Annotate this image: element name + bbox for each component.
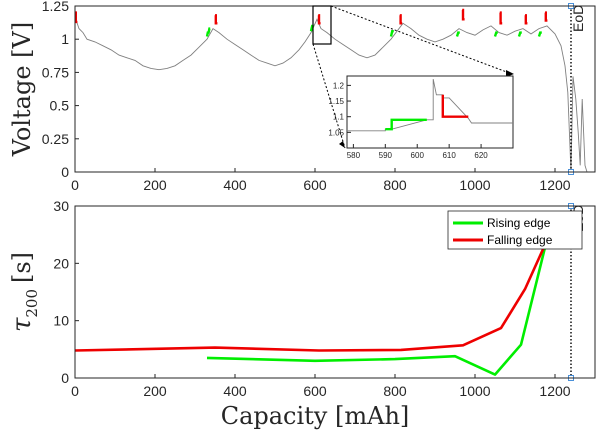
x-tick-label: 600 [303,177,327,193]
inset-y-ticks: 1.05 1.1 1.15 1.2 [328,81,351,137]
x-tick-label: 590 [379,151,393,160]
legend-label-rising: Rising edge [487,216,551,230]
x-tick-label: 400 [223,177,247,193]
zoom-box [312,5,332,45]
eod-label-top: EoD [570,5,586,32]
y-tick-label: 1.2 [333,81,345,90]
falling-edge-segment [544,11,548,22]
y-tick-label: 20 [53,255,69,271]
y-tick-label: 1.15 [328,97,344,106]
x-tick-label: 1200 [539,177,570,193]
zoom-arrow-right-icon [506,70,514,77]
falling-edge-segment [317,14,321,25]
y-tick-label: 0.25 [42,131,69,147]
x-tick-label: 580 [347,151,361,160]
voltage-plot-frame [74,5,596,173]
falling-edge-segment [499,11,503,25]
series-line-rising [206,222,553,376]
x-tick-label: 0 [71,383,79,399]
inset-falling-edge [441,94,469,118]
rising-edge-segment [455,31,460,37]
x-tick-label: 800 [383,177,407,193]
x-tick-label: 620 [474,151,488,160]
y-tick-label: 0 [61,370,69,386]
x-tick-label: 600 [411,151,425,160]
inset-rising-edge [385,118,427,131]
inset-curves [347,79,513,132]
legend: Rising edge Falling edge [447,210,583,250]
inset-x-ticks: 580 590 600 610 620 [347,144,488,160]
tau-plot-frame [74,205,596,379]
y-tick-label: 30 [53,198,69,214]
y-tick-label: 1.1 [333,113,345,122]
x-tick-label: 1200 [539,383,570,399]
voltage-panel: EoD 0 200 400 600 800 1000 1200 0 0.25 0.5 0.75 1 1… [8,0,596,193]
legend-label-falling: Falling edge [487,233,553,247]
y-tick-label: 1.25 [42,0,69,14]
rising-edge-segment [517,31,522,37]
y-tick-label: 0.75 [42,64,69,80]
y-tick-label: 0.5 [50,98,70,114]
falling-edge-segment [461,8,465,21]
rising-edge-segment [537,31,542,37]
tau-y-ticks: 0 10 20 30 [53,198,79,386]
x-tick-label: 200 [143,177,167,193]
y-tick-label: 0 [61,164,69,180]
capacity-xlabel: Capacity [mAh] [221,402,410,430]
rising-edge-segment [493,31,498,37]
x-tick-label: 1000 [459,177,490,193]
tau-ylabel: τ200[s] [7,252,41,332]
y-tick-label: 1 [61,31,69,47]
x-tick-label: 610 [442,151,456,160]
zoom-connector-right [330,5,513,75]
voltage-ylabel: Voltage [V] [8,22,36,157]
falling-edge-segment [399,14,403,25]
x-tick-label: 600 [303,383,327,399]
x-tick-label: 0 [71,177,79,193]
y-tick-label: 1.05 [328,128,344,137]
voltage-trace [74,9,588,173]
x-tick-label: 200 [143,383,167,399]
falling-edge-segment [524,14,528,25]
tau-x-ticks: 0 200 400 600 800 1000 1200 [71,374,571,399]
zoom-arrow-left-icon [339,141,345,148]
falling-edge-segment [214,14,218,25]
x-tick-label: 400 [223,383,247,399]
series-line-falling [74,239,549,352]
voltage-x-ticks: 0 200 400 600 800 1000 1200 [71,168,571,193]
x-tick-label: 800 [383,383,407,399]
voltage-y-ticks: 0 0.25 0.5 0.75 1 1.25 [42,0,79,180]
tau-curves [74,222,553,376]
y-tick-label: 10 [53,313,69,329]
rising-edge-segment [205,27,211,37]
rising-edge-segment [389,30,394,37]
x-tick-label: 1000 [459,383,490,399]
inset-panel: 580 590 600 610 620 1.05 1.1 1.15 1.2 [328,75,514,160]
